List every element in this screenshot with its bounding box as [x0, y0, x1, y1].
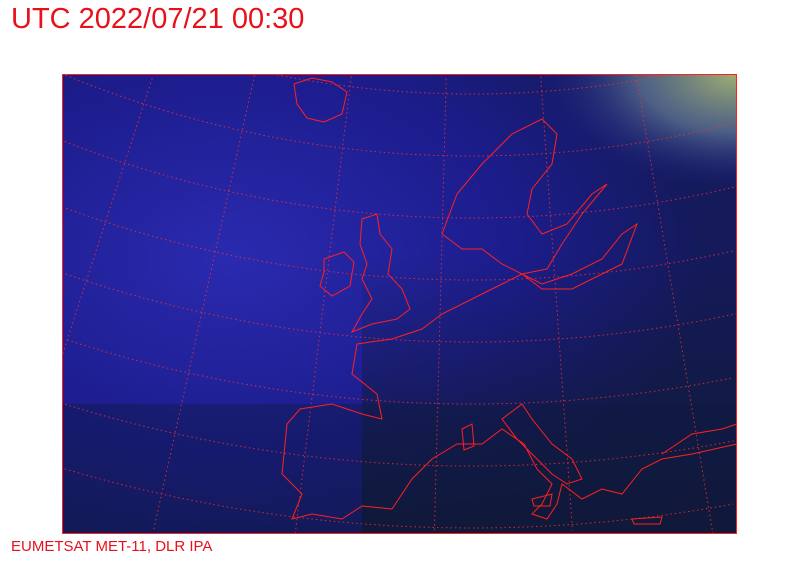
meridian-line	[635, 75, 714, 534]
black-sea-coast	[661, 423, 737, 455]
continent-coast	[281, 273, 737, 520]
data-credit: EUMETSAT MET-11, DLR IPA	[11, 538, 213, 555]
latitude-line	[65, 74, 734, 157]
ireland-coast	[319, 251, 355, 297]
latitude-line	[64, 403, 734, 467]
latitude-line	[66, 208, 734, 281]
crete-coast	[631, 516, 663, 525]
meridian-line	[433, 78, 447, 534]
great-britain-coast	[350, 213, 411, 333]
meridian-line	[62, 78, 153, 355]
coastlines	[281, 77, 737, 525]
meridian-line	[294, 76, 352, 534]
sardinia-coast	[461, 423, 475, 451]
meridian-line	[734, 74, 737, 80]
italy-coast	[501, 403, 583, 485]
sicily-coast	[531, 493, 553, 507]
map-frame	[62, 74, 737, 534]
timestamp-title: UTC 2022/07/21 00:30	[11, 3, 305, 35]
arctic-cloud	[517, 74, 737, 204]
baltic-coast	[521, 222, 639, 290]
latitude-line	[64, 141, 735, 219]
satellite-map	[62, 74, 737, 534]
meridian-line	[153, 75, 255, 530]
scandinavia-coast	[441, 118, 608, 275]
iceland-coast	[293, 77, 348, 123]
latitude-line	[64, 468, 734, 529]
latitude-line	[65, 273, 737, 343]
